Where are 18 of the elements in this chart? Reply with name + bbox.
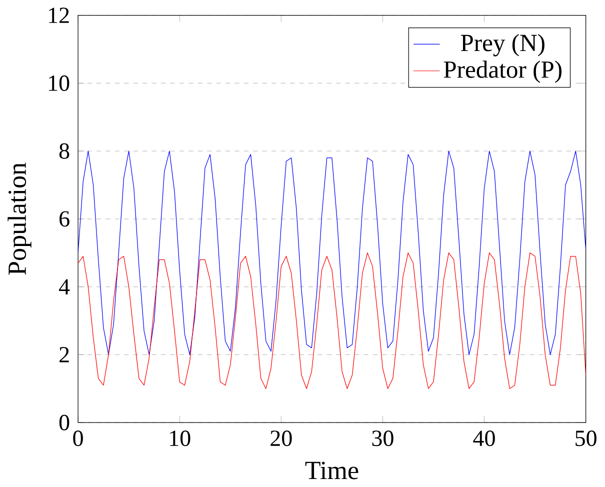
legend-label: Prey (N) [460,34,544,56]
y-tick-label: 6 [60,211,70,227]
x-tick-label: 50 [576,430,596,446]
y-tick-label: 10 [49,75,70,91]
x-tick-label: 30 [372,430,394,446]
y-tick-label: 8 [59,143,70,159]
x-tick-label: 40 [473,430,495,446]
line-series [78,252,586,389]
x-tick-label: 20 [270,430,292,446]
x-tick-label: 10 [170,430,190,446]
legend-label: Predator (P) [444,60,562,83]
x-tick-label: 0 [73,430,83,446]
y-tick-label: 12 [49,8,69,23]
y-axis-title: Population [8,162,32,275]
x-axis-title: Time [305,462,358,480]
y-tick-label: 4 [59,279,70,294]
y-tick-label: 0 [59,414,70,430]
y-tick-label: 2 [60,347,69,362]
